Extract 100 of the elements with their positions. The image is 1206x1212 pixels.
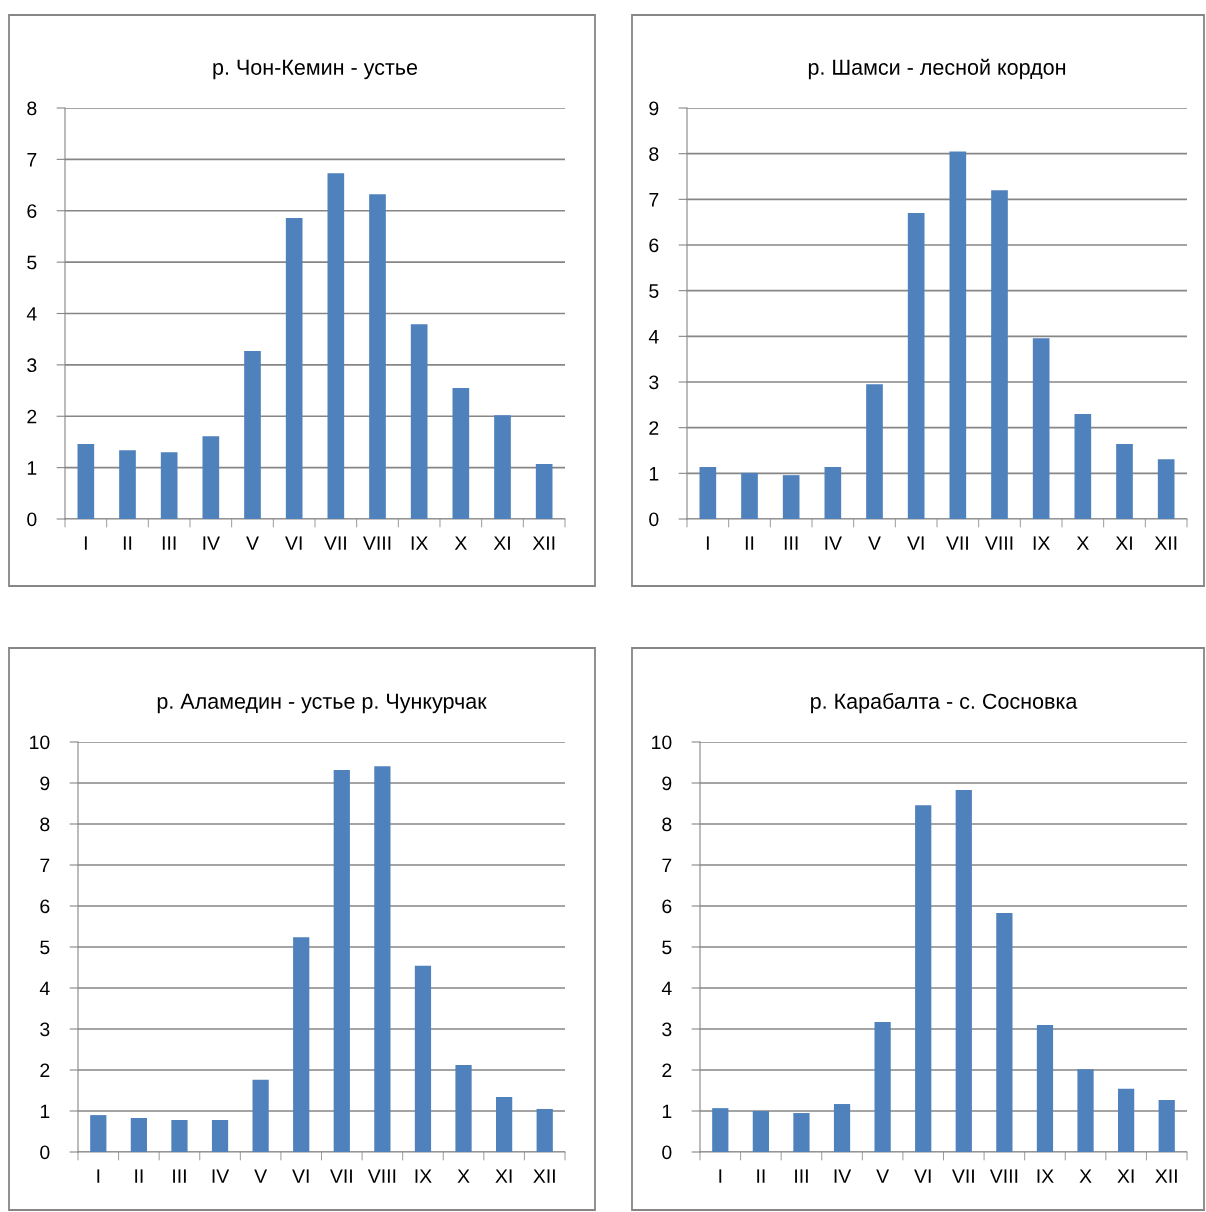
y-tick-label: 4 xyxy=(648,330,659,344)
x-tick-label: V xyxy=(876,1169,890,1183)
y-tick-label: 5 xyxy=(27,255,37,270)
y-tick-label: 7 xyxy=(40,858,50,873)
y-tick-label: 4 xyxy=(26,307,37,321)
x-tick-label: VI xyxy=(285,536,302,550)
x-tick-label: VIII xyxy=(989,1169,1018,1183)
x-tick-label: V xyxy=(254,1169,268,1183)
x-tick-label: II xyxy=(123,536,132,550)
bar xyxy=(77,443,95,519)
y-tick-label: 2 xyxy=(662,1063,672,1078)
x-tick-label: XI xyxy=(1117,1169,1134,1183)
y-tick-label: 2 xyxy=(40,1063,50,1078)
y-tick-label: 0 xyxy=(40,1145,50,1160)
x-tick-label: III xyxy=(784,536,798,550)
y-tick-label: 9 xyxy=(662,776,672,791)
bar xyxy=(211,1120,229,1152)
bar xyxy=(1074,413,1092,519)
bar xyxy=(252,1079,269,1152)
x-tick-label: V xyxy=(868,536,881,550)
bar xyxy=(496,1097,513,1152)
bar xyxy=(130,1117,147,1152)
x-tick-label: IX xyxy=(411,536,428,550)
x-tick-label: VII xyxy=(329,1169,352,1183)
x-tick-label: VIII xyxy=(985,536,1013,550)
y-tick-label: 0 xyxy=(662,1145,672,1160)
y-tick-label: 8 xyxy=(649,147,659,161)
y-tick-label: 0 xyxy=(27,512,37,527)
y-tick-label: 6 xyxy=(27,204,37,218)
bar xyxy=(293,937,310,1152)
x-tick-label: X xyxy=(457,1169,470,1183)
bar xyxy=(824,466,842,519)
x-tick-label: VII xyxy=(951,1169,974,1183)
bar xyxy=(369,194,386,519)
x-tick-label: IV xyxy=(203,536,220,550)
bar xyxy=(874,1022,891,1152)
y-tick-label: 2 xyxy=(649,421,659,435)
bar xyxy=(915,805,932,1152)
x-tick-label: IV xyxy=(834,1169,852,1183)
y-tick-label: 8 xyxy=(662,817,672,832)
y-tick-label: 6 xyxy=(649,238,659,253)
y-tick-label: 7 xyxy=(27,153,37,167)
x-tick-label: III xyxy=(795,1169,808,1183)
bar xyxy=(949,151,967,519)
bar xyxy=(1116,444,1133,519)
y-tick-label: 5 xyxy=(662,940,672,955)
bar xyxy=(171,1120,188,1152)
y-tick-label: 1 xyxy=(40,1104,50,1119)
x-tick-label: XI xyxy=(495,1169,512,1183)
bar xyxy=(752,1111,769,1152)
y-tick-label: 8 xyxy=(27,101,37,116)
bar xyxy=(333,769,350,1152)
x-tick-label: XII xyxy=(533,1169,555,1183)
bar xyxy=(202,436,220,519)
bar xyxy=(455,1065,472,1152)
x-tick-label: I xyxy=(97,1169,100,1183)
y-tick-label: 8 xyxy=(40,817,50,832)
x-tick-label: XII xyxy=(1155,1169,1177,1183)
bar xyxy=(1032,338,1050,519)
x-tick-label: IV xyxy=(212,1169,230,1183)
x-tick-label: II xyxy=(757,1169,765,1183)
x-tick-label: VIII xyxy=(363,536,391,550)
y-tick-label: 7 xyxy=(662,858,672,873)
bar xyxy=(782,475,800,519)
bar xyxy=(793,1113,810,1152)
y-tick-label: 9 xyxy=(649,101,659,116)
bar xyxy=(452,387,470,519)
y-tick-label: 5 xyxy=(40,940,50,955)
y-tick-label: 1 xyxy=(27,461,37,475)
y-tick-label: 3 xyxy=(40,1022,50,1037)
bar xyxy=(955,789,972,1152)
bar xyxy=(699,466,717,519)
bar xyxy=(90,1115,107,1152)
x-tick-label: IX xyxy=(1033,536,1050,550)
bar xyxy=(160,452,178,519)
bar xyxy=(374,766,391,1152)
bar xyxy=(1118,1088,1135,1152)
x-tick-label: XII xyxy=(1154,536,1177,550)
y-tick-label: 4 xyxy=(661,981,672,996)
bar xyxy=(494,415,511,519)
x-tick-label: VI xyxy=(914,1169,931,1183)
bar xyxy=(285,217,303,519)
bar xyxy=(410,324,428,519)
y-tick-label: 2 xyxy=(27,409,37,424)
bar xyxy=(327,173,345,519)
bar xyxy=(996,912,1013,1152)
x-tick-label: I xyxy=(84,536,87,550)
x-tick-label: I xyxy=(706,536,709,550)
x-tick-label: I xyxy=(719,1169,722,1183)
y-tick-label: 7 xyxy=(649,193,659,207)
x-tick-label: X xyxy=(454,536,467,550)
y-tick-label: 3 xyxy=(662,1022,672,1037)
bar xyxy=(712,1108,729,1152)
y-tick-label: 6 xyxy=(662,899,672,914)
y-tick-label: 1 xyxy=(649,467,659,481)
y-tick-label: 3 xyxy=(27,358,37,373)
x-tick-label: X xyxy=(1076,536,1089,550)
x-tick-label: III xyxy=(173,1169,186,1183)
bar xyxy=(536,1108,553,1152)
y-tick-label: 10 xyxy=(30,735,50,750)
